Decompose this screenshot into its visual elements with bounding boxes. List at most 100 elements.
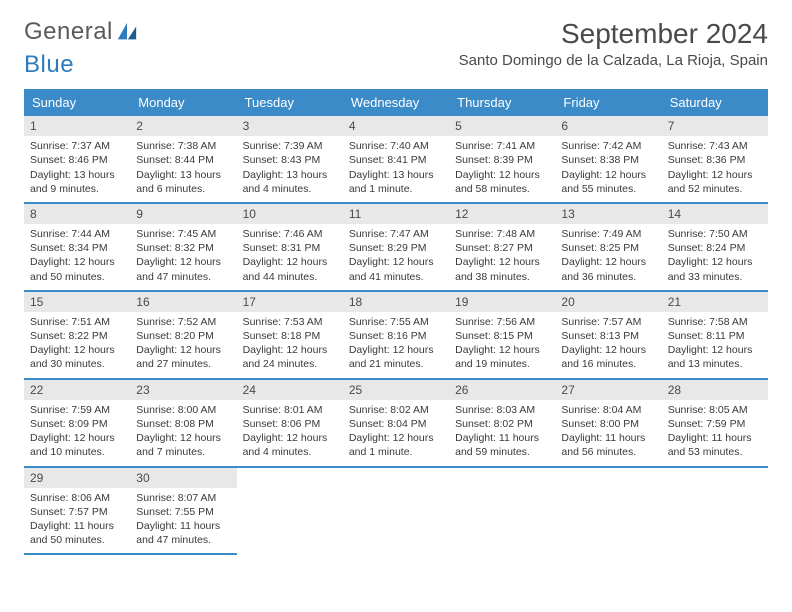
- daylight-text: Daylight: 11 hours and 50 minutes.: [30, 519, 124, 547]
- day-number: 17: [237, 292, 343, 312]
- sunrise-text: Sunrise: 7:59 AM: [30, 403, 124, 417]
- empty-cell: [343, 468, 449, 556]
- daylight-text: Daylight: 12 hours and 58 minutes.: [455, 168, 549, 196]
- day-cell: 15Sunrise: 7:51 AMSunset: 8:22 PMDayligh…: [24, 292, 130, 378]
- sunrise-text: Sunrise: 7:39 AM: [243, 139, 337, 153]
- daylight-text: Daylight: 12 hours and 41 minutes.: [349, 255, 443, 283]
- day-info: Sunrise: 8:05 AMSunset: 7:59 PMDaylight:…: [668, 403, 762, 460]
- day-cell: 25Sunrise: 8:02 AMSunset: 8:04 PMDayligh…: [343, 380, 449, 466]
- day-info: Sunrise: 7:38 AMSunset: 8:44 PMDaylight:…: [136, 139, 230, 196]
- sunrise-text: Sunrise: 7:52 AM: [136, 315, 230, 329]
- sunset-text: Sunset: 7:59 PM: [668, 417, 762, 431]
- day-cell: 30Sunrise: 8:07 AMSunset: 7:55 PMDayligh…: [130, 468, 236, 556]
- day-info: Sunrise: 7:47 AMSunset: 8:29 PMDaylight:…: [349, 227, 443, 284]
- sunrise-text: Sunrise: 7:48 AM: [455, 227, 549, 241]
- day-number: 26: [449, 380, 555, 400]
- daylight-text: Daylight: 11 hours and 59 minutes.: [455, 431, 549, 459]
- day-info: Sunrise: 7:43 AMSunset: 8:36 PMDaylight:…: [668, 139, 762, 196]
- week-row: 29Sunrise: 8:06 AMSunset: 7:57 PMDayligh…: [24, 468, 768, 556]
- sunrise-text: Sunrise: 7:58 AM: [668, 315, 762, 329]
- sunset-text: Sunset: 8:16 PM: [349, 329, 443, 343]
- day-info: Sunrise: 7:52 AMSunset: 8:20 PMDaylight:…: [136, 315, 230, 372]
- sunset-text: Sunset: 7:57 PM: [30, 505, 124, 519]
- sunset-text: Sunset: 8:06 PM: [243, 417, 337, 431]
- day-number: 4: [343, 116, 449, 136]
- sunset-text: Sunset: 8:22 PM: [30, 329, 124, 343]
- day-number: 27: [555, 380, 661, 400]
- week-row: 8 Sunrise: 7:44 AMSunset: 8:34 PMDaylight…: [24, 204, 768, 292]
- day-cell: 1Sunrise: 7:37 AMSunset: 8:46 PMDaylight…: [24, 116, 130, 202]
- day-number: 12: [449, 204, 555, 224]
- sunset-text: Sunset: 8:20 PM: [136, 329, 230, 343]
- day-cell: 7Sunrise: 7:43 AMSunset: 8:36 PMDaylight…: [662, 116, 768, 202]
- daylight-text: Daylight: 13 hours and 1 minute.: [349, 168, 443, 196]
- sunrise-text: Sunrise: 7:56 AM: [455, 315, 549, 329]
- sunrise-text: Sunrise: 7:53 AM: [243, 315, 337, 329]
- day-number: 10: [237, 204, 343, 224]
- weekday-sunday: Sunday: [24, 89, 130, 116]
- sunrise-text: Sunrise: 7:50 AM: [668, 227, 762, 241]
- sunset-text: Sunset: 8:13 PM: [561, 329, 655, 343]
- day-cell: 5Sunrise: 7:41 AMSunset: 8:39 PMDaylight…: [449, 116, 555, 202]
- sunset-text: Sunset: 8:29 PM: [349, 241, 443, 255]
- day-number: 21: [662, 292, 768, 312]
- day-info: Sunrise: 7:37 AMSunset: 8:46 PMDaylight:…: [30, 139, 124, 196]
- day-info: Sunrise: 7:44 AMSunset: 8:34 PMDaylight:…: [30, 227, 124, 284]
- day-cell: 14Sunrise: 7:50 AMSunset: 8:24 PMDayligh…: [662, 204, 768, 290]
- day-cell: 17Sunrise: 7:53 AMSunset: 8:18 PMDayligh…: [237, 292, 343, 378]
- day-cell: 13Sunrise: 7:49 AMSunset: 8:25 PMDayligh…: [555, 204, 661, 290]
- day-number: 20: [555, 292, 661, 312]
- sunrise-text: Sunrise: 8:07 AM: [136, 491, 230, 505]
- sunrise-text: Sunrise: 7:49 AM: [561, 227, 655, 241]
- day-cell: 16Sunrise: 7:52 AMSunset: 8:20 PMDayligh…: [130, 292, 236, 378]
- day-cell: 22Sunrise: 7:59 AMSunset: 8:09 PMDayligh…: [24, 380, 130, 466]
- day-info: Sunrise: 7:46 AMSunset: 8:31 PMDaylight:…: [243, 227, 337, 284]
- day-info: Sunrise: 8:02 AMSunset: 8:04 PMDaylight:…: [349, 403, 443, 460]
- day-number: 29: [24, 468, 130, 488]
- day-number: 8: [24, 204, 130, 224]
- sunrise-text: Sunrise: 8:01 AM: [243, 403, 337, 417]
- sunset-text: Sunset: 8:02 PM: [455, 417, 549, 431]
- day-cell: 24Sunrise: 8:01 AMSunset: 8:06 PMDayligh…: [237, 380, 343, 466]
- month-title: September 2024: [459, 18, 768, 50]
- day-cell: 11Sunrise: 7:47 AMSunset: 8:29 PMDayligh…: [343, 204, 449, 290]
- daylight-text: Daylight: 12 hours and 21 minutes.: [349, 343, 443, 371]
- calendar: SundayMondayTuesdayWednesdayThursdayFrid…: [24, 89, 768, 555]
- daylight-text: Daylight: 12 hours and 44 minutes.: [243, 255, 337, 283]
- sunset-text: Sunset: 8:32 PM: [136, 241, 230, 255]
- daylight-text: Daylight: 12 hours and 55 minutes.: [561, 168, 655, 196]
- day-info: Sunrise: 7:40 AMSunset: 8:41 PMDaylight:…: [349, 139, 443, 196]
- daylight-text: Daylight: 12 hours and 10 minutes.: [30, 431, 124, 459]
- daylight-text: Daylight: 13 hours and 4 minutes.: [243, 168, 337, 196]
- day-cell: 9Sunrise: 7:45 AMSunset: 8:32 PMDaylight…: [130, 204, 236, 290]
- daylight-text: Daylight: 12 hours and 16 minutes.: [561, 343, 655, 371]
- day-info: Sunrise: 7:55 AMSunset: 8:16 PMDaylight:…: [349, 315, 443, 372]
- sunset-text: Sunset: 8:11 PM: [668, 329, 762, 343]
- sunset-text: Sunset: 8:08 PM: [136, 417, 230, 431]
- day-cell: 18Sunrise: 7:55 AMSunset: 8:16 PMDayligh…: [343, 292, 449, 378]
- title-block: September 2024 Santo Domingo de la Calza…: [459, 18, 768, 69]
- week-row: 22Sunrise: 7:59 AMSunset: 8:09 PMDayligh…: [24, 380, 768, 468]
- day-cell: 28Sunrise: 8:05 AMSunset: 7:59 PMDayligh…: [662, 380, 768, 466]
- week-row: 15Sunrise: 7:51 AMSunset: 8:22 PMDayligh…: [24, 292, 768, 380]
- day-cell: 27Sunrise: 8:04 AMSunset: 8:00 PMDayligh…: [555, 380, 661, 466]
- sunset-text: Sunset: 8:38 PM: [561, 153, 655, 167]
- daylight-text: Daylight: 13 hours and 6 minutes.: [136, 168, 230, 196]
- daylight-text: Daylight: 12 hours and 50 minutes.: [30, 255, 124, 283]
- sunset-text: Sunset: 8:18 PM: [243, 329, 337, 343]
- empty-cell: [662, 468, 768, 556]
- day-info: Sunrise: 7:39 AMSunset: 8:43 PMDaylight:…: [243, 139, 337, 196]
- sunrise-text: Sunrise: 8:04 AM: [561, 403, 655, 417]
- sunset-text: Sunset: 8:24 PM: [668, 241, 762, 255]
- day-cell: 3Sunrise: 7:39 AMSunset: 8:43 PMDaylight…: [237, 116, 343, 202]
- sail-icon: [116, 21, 138, 43]
- sunrise-text: Sunrise: 7:37 AM: [30, 139, 124, 153]
- daylight-text: Daylight: 12 hours and 38 minutes.: [455, 255, 549, 283]
- sunrise-text: Sunrise: 7:40 AM: [349, 139, 443, 153]
- day-cell: 26 Sunrise: 8:03 AMSunset: 8:02 PMDayligh…: [449, 380, 555, 466]
- day-info: Sunrise: 8:03 AMSunset: 8:02 PMDaylight:…: [455, 403, 549, 460]
- daylight-text: Daylight: 12 hours and 1 minute.: [349, 431, 443, 459]
- day-number: 2: [130, 116, 236, 136]
- day-info: Sunrise: 7:50 AMSunset: 8:24 PMDaylight:…: [668, 227, 762, 284]
- sunset-text: Sunset: 8:04 PM: [349, 417, 443, 431]
